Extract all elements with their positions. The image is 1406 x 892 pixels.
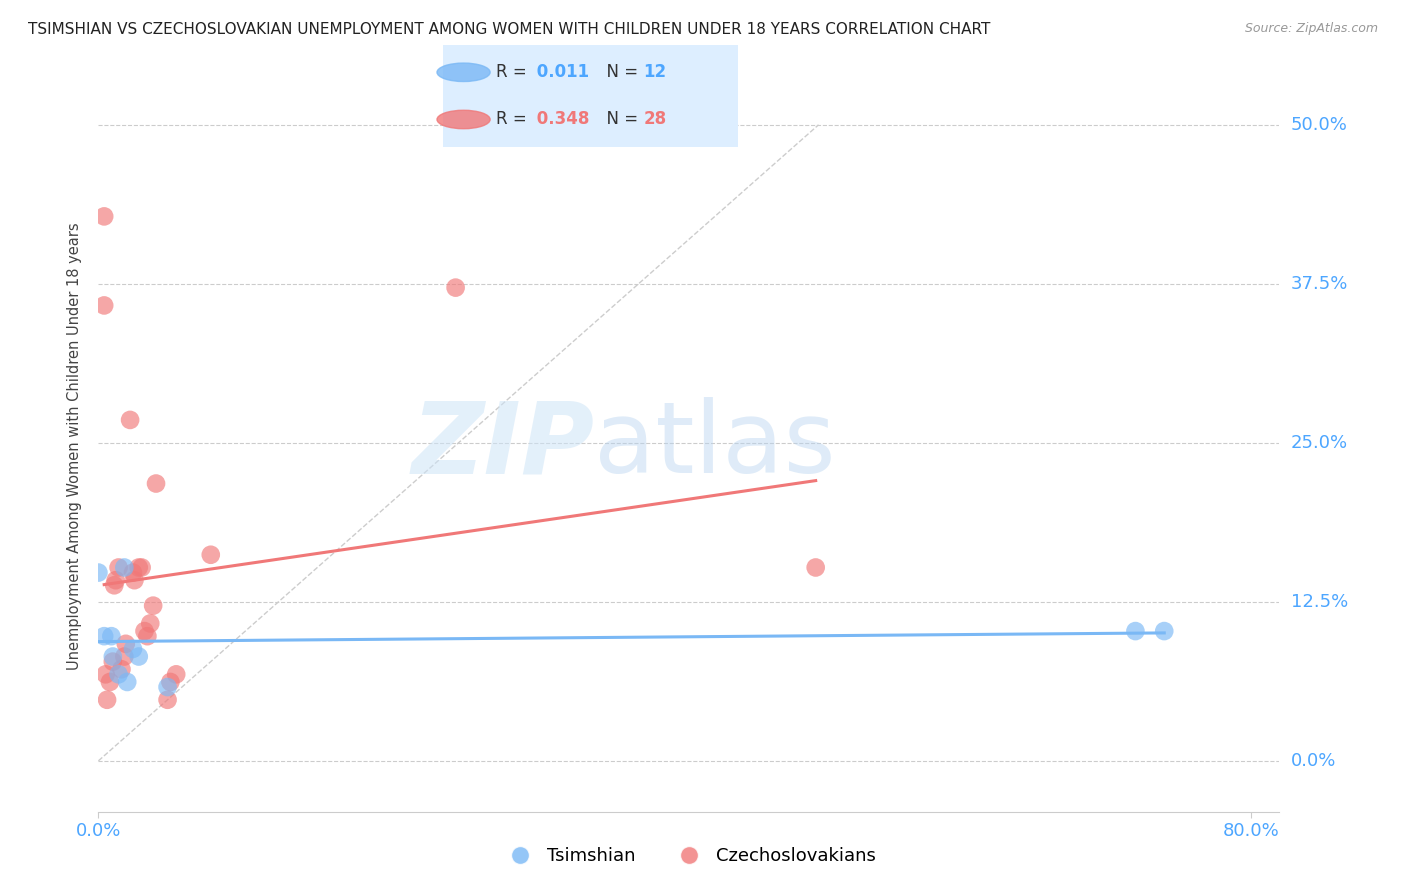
Point xyxy=(122,641,145,656)
Text: 12: 12 xyxy=(644,63,666,81)
Point xyxy=(104,573,127,587)
Text: 12.5%: 12.5% xyxy=(1291,593,1348,611)
Text: Source: ZipAtlas.com: Source: ZipAtlas.com xyxy=(1244,22,1378,36)
Point xyxy=(1125,624,1147,638)
Text: TSIMSHIAN VS CZECHOSLOVAKIAN UNEMPLOYMENT AMONG WOMEN WITH CHILDREN UNDER 18 YEA: TSIMSHIAN VS CZECHOSLOVAKIAN UNEMPLOYMEN… xyxy=(28,22,990,37)
Circle shape xyxy=(437,63,491,81)
Point xyxy=(804,560,827,574)
Point xyxy=(142,599,165,613)
Point xyxy=(101,655,124,669)
Point xyxy=(93,629,115,643)
Point xyxy=(96,693,118,707)
Point xyxy=(107,560,129,574)
Point xyxy=(159,675,181,690)
Point xyxy=(128,560,150,574)
Point xyxy=(134,624,156,638)
Point xyxy=(101,649,124,664)
Text: 28: 28 xyxy=(644,111,666,128)
Text: 0.011: 0.011 xyxy=(531,63,589,81)
Point xyxy=(114,637,136,651)
Point xyxy=(110,662,132,676)
Text: 0.0%: 0.0% xyxy=(1291,752,1336,770)
Circle shape xyxy=(437,111,491,128)
Point xyxy=(112,560,135,574)
Point xyxy=(103,578,125,592)
Text: ZIP: ZIP xyxy=(412,398,595,494)
Point xyxy=(200,548,222,562)
Point xyxy=(131,560,153,574)
Point xyxy=(1153,624,1175,638)
Point xyxy=(93,210,115,224)
Point xyxy=(115,675,138,690)
Point xyxy=(128,649,150,664)
Point xyxy=(94,667,117,681)
Text: R =: R = xyxy=(496,63,531,81)
Text: 25.0%: 25.0% xyxy=(1291,434,1348,452)
Text: 50.0%: 50.0% xyxy=(1291,116,1347,134)
Legend: Tsimshian, Czechoslovakians: Tsimshian, Czechoslovakians xyxy=(495,839,883,872)
Point xyxy=(122,566,145,580)
Text: 0.348: 0.348 xyxy=(531,111,591,128)
Point xyxy=(165,667,187,681)
Point xyxy=(156,680,179,694)
Point xyxy=(100,629,122,643)
Text: R =: R = xyxy=(496,111,531,128)
Point xyxy=(139,616,162,631)
Y-axis label: Unemployment Among Women with Children Under 18 years: Unemployment Among Women with Children U… xyxy=(67,222,83,670)
Point xyxy=(156,693,179,707)
Point xyxy=(107,667,129,681)
Point xyxy=(145,476,167,491)
Point xyxy=(112,649,135,664)
Point xyxy=(98,675,121,690)
Point xyxy=(444,280,467,294)
Point xyxy=(87,566,110,580)
Point xyxy=(120,413,142,427)
Point xyxy=(136,629,159,643)
Text: atlas: atlas xyxy=(595,398,837,494)
Text: 37.5%: 37.5% xyxy=(1291,275,1348,293)
Point xyxy=(93,298,115,312)
Text: N =: N = xyxy=(596,111,644,128)
Point xyxy=(124,573,146,587)
Text: N =: N = xyxy=(596,63,644,81)
